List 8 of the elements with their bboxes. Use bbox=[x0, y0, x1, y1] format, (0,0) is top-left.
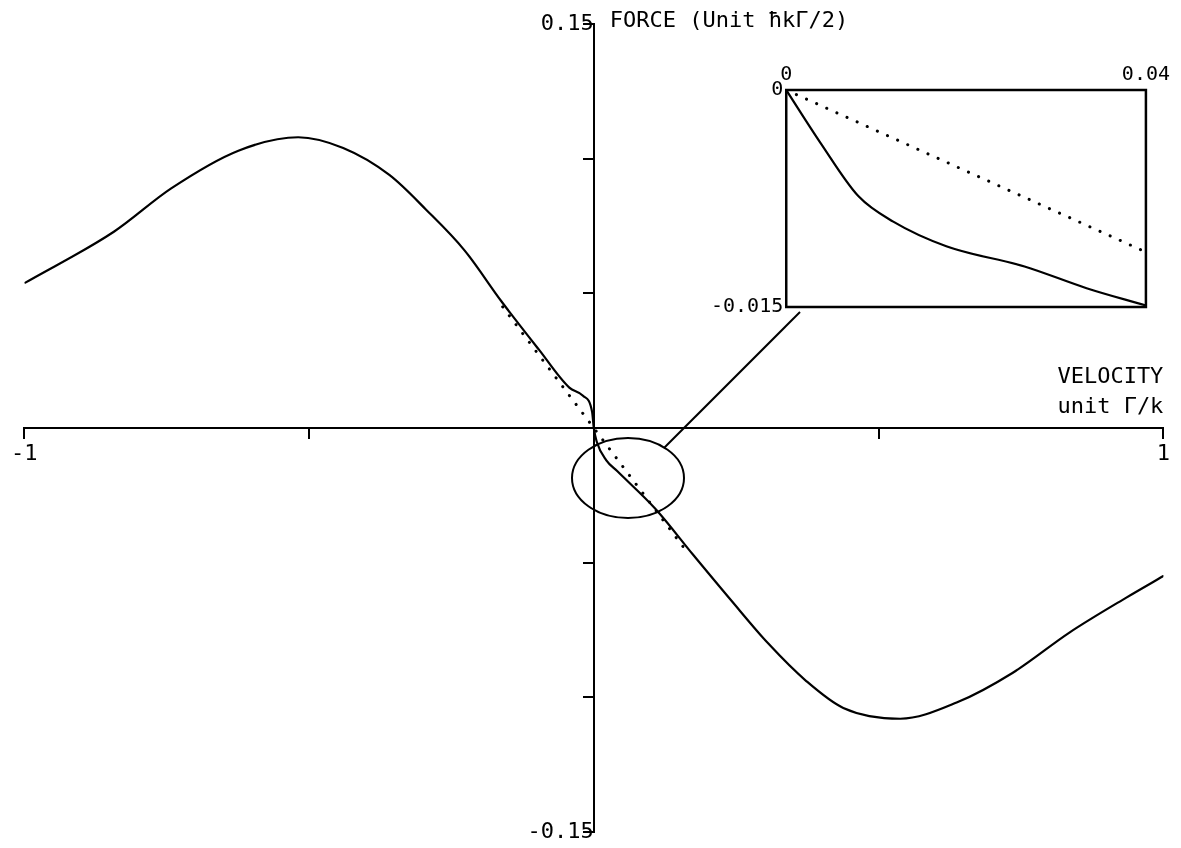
y-tick-label: 0.15 bbox=[540, 9, 594, 35]
y-axis-title: FORCE (Unit ħkΓ/2) bbox=[609, 6, 849, 32]
x-tick-label: 0.04 bbox=[1121, 61, 1170, 86]
x-axis-title: VELOCITY unit Γ/k bbox=[1057, 362, 1164, 418]
y-tick-label: -0.015 bbox=[711, 293, 784, 318]
y-tick-label: -0.15 bbox=[527, 817, 594, 843]
x-tick-label: 1 bbox=[1156, 439, 1170, 465]
x-tick-label: -1 bbox=[11, 439, 38, 465]
